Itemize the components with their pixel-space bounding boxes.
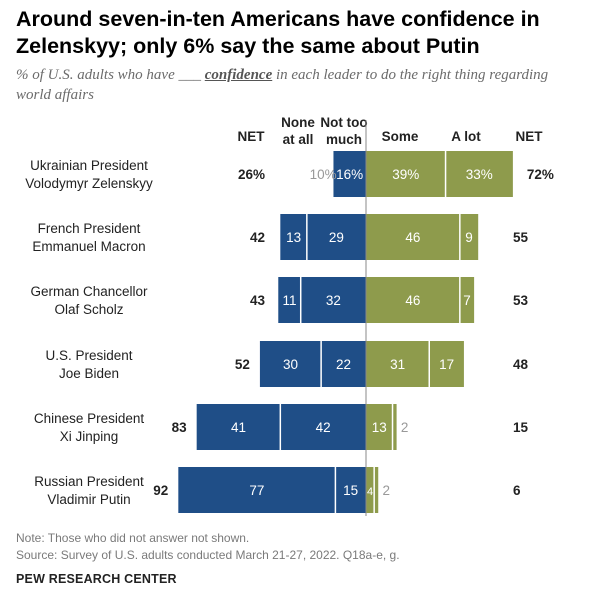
header-net-left: NET [238, 129, 266, 144]
net-confidence-label: 55 [513, 230, 529, 245]
net-no-confidence-label: 42 [250, 230, 265, 245]
header-net-right: NET [516, 129, 544, 144]
net-confidence-label: 6 [513, 483, 521, 498]
data-label-not-too-much: 42 [316, 420, 331, 435]
bar-not-too-much [321, 341, 366, 387]
category-label-line1: French President [38, 221, 141, 236]
data-label-none-at-all: 41 [231, 420, 246, 435]
bar-none-at-all [178, 467, 336, 513]
data-label-some: 13 [372, 420, 387, 435]
data-label-not-too-much: 29 [329, 230, 344, 245]
note-text: Note: Those who did not answer not shown… [16, 531, 250, 545]
header-a-lot: A lot [451, 129, 481, 144]
header-not-too-much-line2: much [326, 132, 362, 147]
subtitle-text-after: in each leader to do the right thing reg… [16, 67, 549, 103]
bar-a-lot [429, 341, 464, 387]
bar-a-lot [459, 277, 475, 323]
data-label-not-too-much: 15 [343, 483, 358, 498]
bar-a-lot [459, 214, 479, 260]
header-none-at-all-line2: at all [283, 132, 314, 147]
bar-some [366, 404, 393, 450]
data-label-a-lot: 17 [439, 357, 454, 372]
net-no-confidence-label: 52 [235, 357, 250, 372]
data-label-some: 31 [390, 357, 405, 372]
category-label-line2: Olaf Scholz [54, 302, 123, 317]
category-label-line1: Russian President [34, 474, 144, 489]
data-label-not-too-much: 16% [336, 167, 363, 182]
data-label-a-lot: 2 [401, 420, 409, 435]
data-label-some: 4 [367, 486, 373, 498]
bar-not-too-much [333, 151, 366, 197]
category-label-line1: German Chancellor [30, 284, 148, 299]
net-no-confidence-label: 92 [153, 483, 168, 498]
subtitle-text-before: % of U.S. adults who have ___ [16, 67, 205, 83]
bar-not-too-much [306, 214, 366, 260]
data-label-some: 39% [392, 167, 419, 182]
category-label-line2: Emmanuel Macron [32, 239, 145, 254]
data-label-none-at-all: 77 [249, 483, 264, 498]
data-label-some: 46 [405, 293, 420, 308]
net-no-confidence-label: 43 [250, 293, 266, 308]
category-label-line2: Joe Biden [59, 366, 119, 381]
bar-not-too-much [280, 404, 366, 450]
bar-some [366, 341, 430, 387]
net-no-confidence-label: 26% [238, 167, 265, 182]
data-label-none-at-all: 11 [282, 293, 296, 308]
header-some: Some [382, 129, 419, 144]
chart-title: Around seven-in-ten Americans have confi… [16, 7, 540, 58]
net-confidence-label: 15 [513, 420, 529, 435]
category-label-line2: Xi Jinping [60, 429, 119, 444]
bar-none-at-all [278, 277, 301, 323]
chart-subtitle: % of U.S. adults who have ___ confidence… [16, 65, 576, 105]
category-label-line2: Vladimir Putin [47, 492, 130, 507]
data-label-a-lot: 33% [466, 167, 493, 182]
header-none-at-all-line1: None [281, 115, 315, 130]
bar-none-at-all [196, 404, 281, 450]
net-confidence-label: 72% [527, 167, 554, 182]
bar-a-lot [374, 467, 379, 513]
bar-some [366, 214, 460, 260]
data-label-none-at-all: 10% [310, 167, 337, 182]
data-label-not-too-much: 32 [326, 293, 341, 308]
bar-none-at-all [280, 214, 307, 260]
data-label-a-lot: 2 [382, 483, 390, 498]
bar-some [366, 151, 446, 197]
chart-notes: Note: Those who did not answer not shown… [16, 530, 400, 564]
bar-some [366, 467, 375, 513]
data-label-some: 46 [405, 230, 420, 245]
net-confidence-label: 48 [513, 357, 529, 372]
bar-not-too-much [300, 277, 366, 323]
header-not-too-much-line1: Not too [320, 115, 367, 130]
data-label-not-too-much: 22 [336, 357, 351, 372]
brand-logo-text: PEW RESEARCH CENTER [16, 572, 177, 586]
category-label-line1: Ukrainian President [30, 158, 148, 173]
source-text: Source: Survey of U.S. adults conducted … [16, 548, 400, 562]
bar-none-at-all [312, 151, 334, 197]
category-label-line2: Volodymyr Zelenskyy [25, 176, 153, 191]
bar-some [366, 277, 460, 323]
category-label-line1: U.S. President [45, 348, 132, 363]
data-label-a-lot: 7 [463, 293, 471, 308]
bar-none-at-all [259, 341, 322, 387]
category-label-line1: Chinese President [34, 411, 145, 426]
net-no-confidence-label: 83 [172, 420, 188, 435]
data-label-none-at-all: 13 [286, 230, 301, 245]
data-label-a-lot: 9 [465, 230, 473, 245]
subtitle-emphasis: confidence [204, 67, 273, 83]
bar-not-too-much [335, 467, 366, 513]
net-confidence-label: 53 [513, 293, 529, 308]
data-label-none-at-all: 30 [283, 357, 298, 372]
bar-a-lot [445, 151, 513, 197]
bar-a-lot [392, 404, 397, 450]
